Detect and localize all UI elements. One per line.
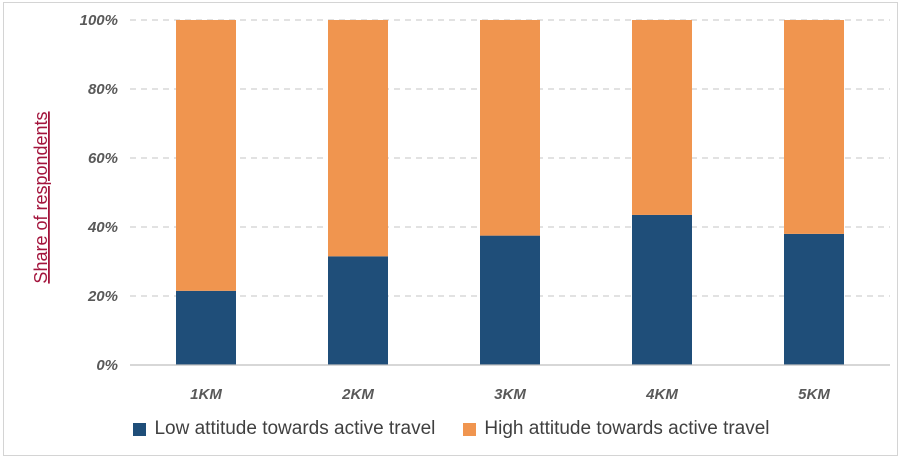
bars xyxy=(176,20,844,365)
bar-low-1km xyxy=(176,290,236,365)
legend-label-low: Low attitude towards active travel xyxy=(154,418,436,439)
x-tick-label: 2KM xyxy=(341,386,374,403)
x-tick-label: 5KM xyxy=(798,386,830,403)
bar-low-5km xyxy=(784,233,844,365)
x-tick-label: 1KM xyxy=(190,386,222,403)
bar-high-4km xyxy=(632,20,692,215)
legend-swatch-high xyxy=(463,422,477,436)
x-axis-ticks: 1KM 2KM 3KM 4KM 5KM xyxy=(190,386,830,403)
legend-swatch-low xyxy=(133,422,147,436)
bar-high-2km xyxy=(328,20,388,257)
legend: Low attitude towards active travel High … xyxy=(0,418,903,440)
y-tick-label: 40% xyxy=(87,219,118,236)
legend-item-high: High attitude towards active travel xyxy=(463,418,770,440)
bar-low-3km xyxy=(480,235,540,365)
y-axis-ticks: 0% 20% 40% 60% 80% 100% xyxy=(80,12,118,374)
y-tick-label: 100% xyxy=(80,12,118,29)
bar-high-1km xyxy=(176,20,236,291)
x-tick-label: 3KM xyxy=(494,386,526,403)
bar-low-2km xyxy=(328,256,388,365)
legend-item-low: Low attitude towards active travel xyxy=(133,418,435,440)
y-axis-label: Share of respondents xyxy=(31,111,51,283)
y-tick-label: 80% xyxy=(88,81,118,98)
y-tick-label: 60% xyxy=(88,150,118,167)
y-tick-label: 20% xyxy=(87,288,118,305)
bar-high-3km xyxy=(480,20,540,236)
y-tick-label: 0% xyxy=(96,357,118,374)
bar-low-4km xyxy=(632,214,692,365)
x-tick-label: 4KM xyxy=(645,386,678,403)
bar-high-5km xyxy=(784,20,844,234)
legend-label-high: High attitude towards active travel xyxy=(484,418,770,439)
chart-frame xyxy=(3,2,898,456)
